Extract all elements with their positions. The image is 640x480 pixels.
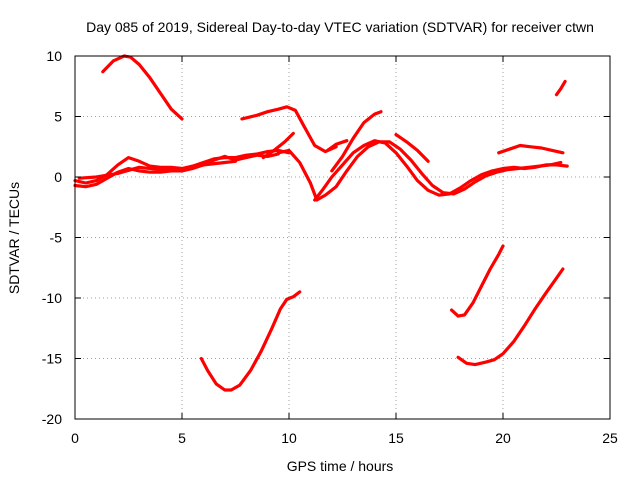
- x-tick-label: 0: [71, 430, 79, 446]
- series-arc-10: [261, 131, 295, 160]
- series-arc-8: [394, 133, 430, 163]
- x-tick-label: 10: [281, 430, 297, 446]
- y-axis-label: SDTVAR / TECUs: [6, 182, 22, 294]
- series-arc-6: [276, 140, 563, 202]
- grid-lines: [75, 56, 610, 419]
- y-tick-label: -5: [50, 230, 63, 246]
- series-arc-15: [450, 244, 505, 318]
- y-tick-label: -20: [42, 411, 62, 427]
- x-tick-label: 15: [388, 430, 404, 446]
- series-arc-12: [497, 143, 565, 155]
- series-arc-1: [101, 54, 184, 121]
- x-axis-label: GPS time / hours: [287, 458, 394, 474]
- y-tick-label: 10: [46, 48, 62, 64]
- x-tick-label: 20: [495, 430, 511, 446]
- series-arc-4: [77, 159, 238, 180]
- series-arc-7: [313, 139, 569, 202]
- x-tick-label: 25: [602, 430, 618, 446]
- series-arc-9: [330, 110, 383, 173]
- axis-ticks: 0 5 10 15 20 25 -20 -15 -10 -5 0 5 10: [42, 48, 618, 446]
- data-series: [73, 54, 569, 392]
- x-tick-label: 5: [178, 430, 186, 446]
- series-arc-14: [199, 290, 302, 392]
- series-arc-13: [554, 79, 567, 97]
- series-arc-5: [240, 105, 338, 154]
- series-arc-16: [456, 267, 565, 367]
- chart-title: Day 085 of 2019, Sidereal Day-to-day VTE…: [86, 19, 594, 35]
- y-tick-label: 5: [54, 109, 62, 125]
- series-arc-11: [325, 139, 349, 152]
- y-tick-label: 0: [54, 169, 62, 185]
- y-tick-label: -10: [42, 290, 62, 306]
- y-tick-label: -15: [42, 351, 62, 367]
